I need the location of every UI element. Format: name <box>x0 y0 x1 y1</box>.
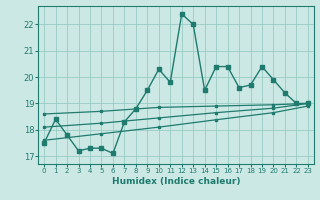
X-axis label: Humidex (Indice chaleur): Humidex (Indice chaleur) <box>112 177 240 186</box>
